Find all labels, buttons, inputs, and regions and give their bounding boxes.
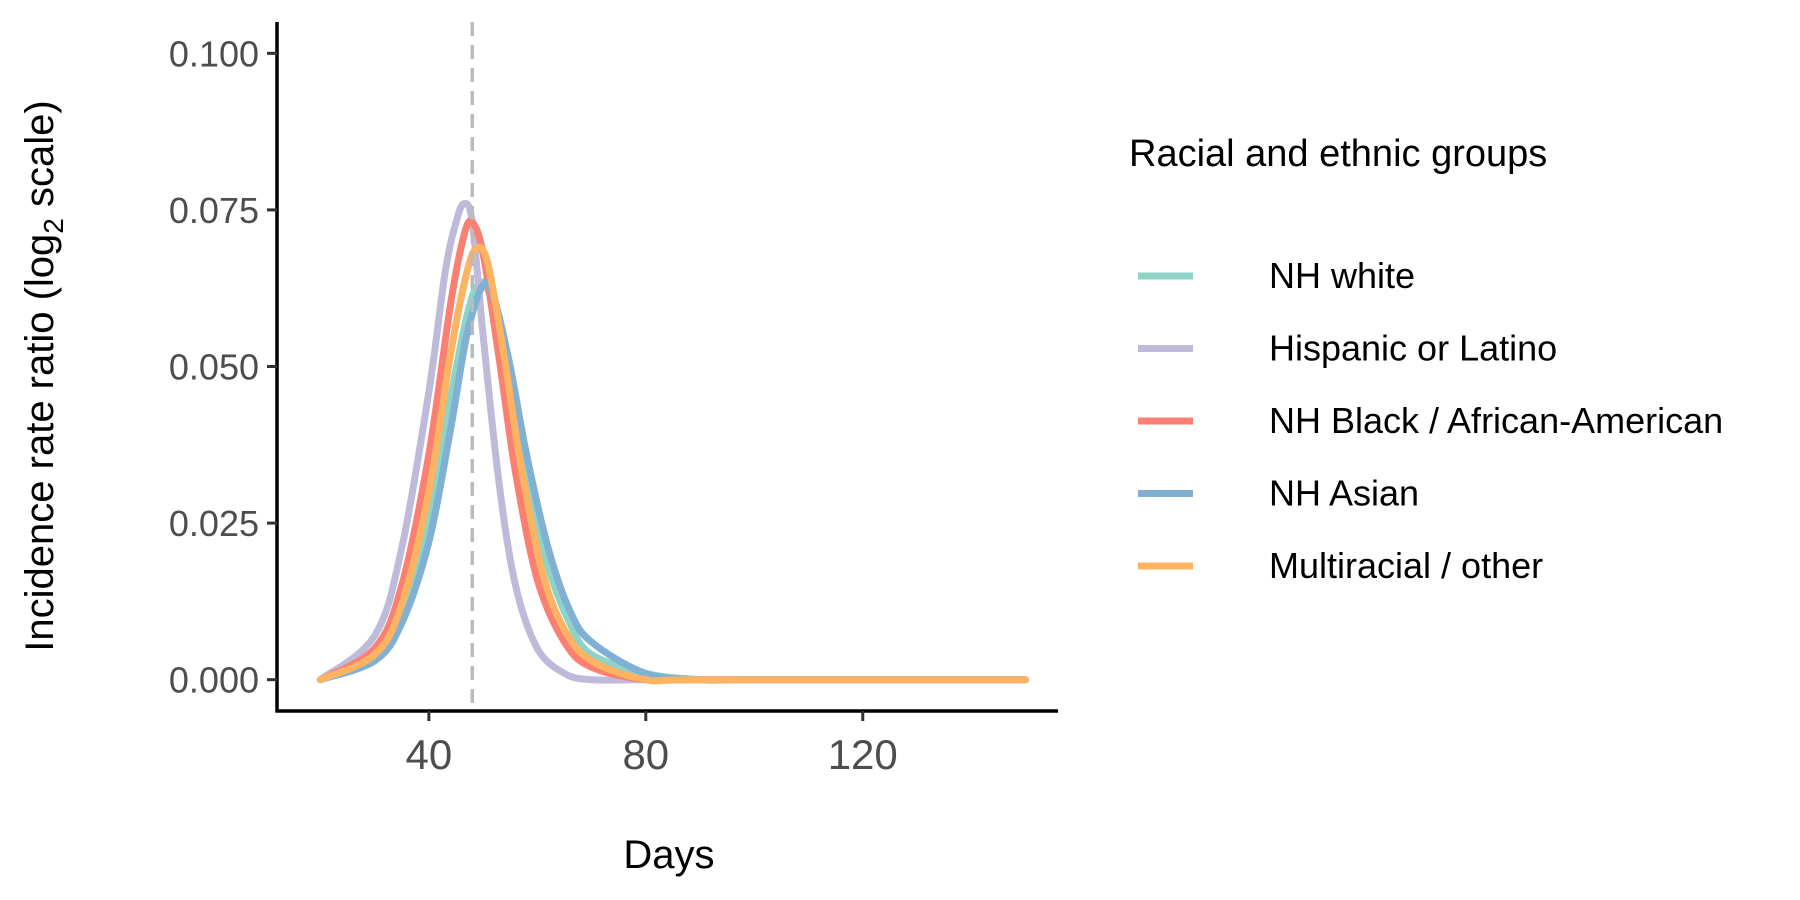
series-line-2: [316, 199, 1029, 684]
legend-label: NH Asian: [1269, 473, 1419, 514]
series-layer: [316, 199, 1029, 685]
y-tick-label: 0.075: [169, 190, 259, 231]
x-tick-label: 80: [622, 731, 669, 778]
y-tick-label: 0.050: [169, 347, 259, 388]
y-tick-label: 0.100: [169, 33, 259, 74]
legend-label: NH white: [1269, 255, 1415, 296]
legend-title: Racial and ethnic groups: [1129, 133, 1547, 175]
legend-label: Multiracial / other: [1269, 545, 1543, 586]
legend-item: NH white: [1138, 255, 1415, 296]
series-line-5: [316, 243, 1029, 685]
y-axis-title-suffix: scale): [18, 100, 62, 218]
ticks-layer: 40 80 120 0.000 0.025 0.050 0.075 0.100: [169, 33, 898, 778]
legend-label: Hispanic or Latino: [1269, 328, 1557, 369]
legend-item: NH Asian: [1138, 473, 1419, 514]
legend-item: Multiracial / other: [1138, 545, 1543, 586]
legend: NH white Hispanic or Latino NH Black / Afr…: [1138, 255, 1723, 586]
y-tick-label: 0.025: [169, 503, 259, 544]
y-axis-title: Incidence rate ratio (log2 scale): [18, 100, 69, 651]
series-line-3: [316, 217, 1029, 685]
legend-label: NH Black / African-American: [1269, 400, 1723, 441]
y-axis-title-subscript: 2: [38, 218, 69, 234]
y-axis-title-main: Incidence rate ratio (log: [18, 234, 62, 652]
x-tick-label: 120: [828, 731, 898, 778]
legend-item: Hispanic or Latino: [1138, 328, 1557, 369]
y-tick-label: 0.000: [169, 660, 259, 701]
x-tick-label: 40: [406, 731, 453, 778]
legend-item: NH Black / African-American: [1138, 400, 1723, 441]
x-axis-title: Days: [623, 833, 714, 877]
